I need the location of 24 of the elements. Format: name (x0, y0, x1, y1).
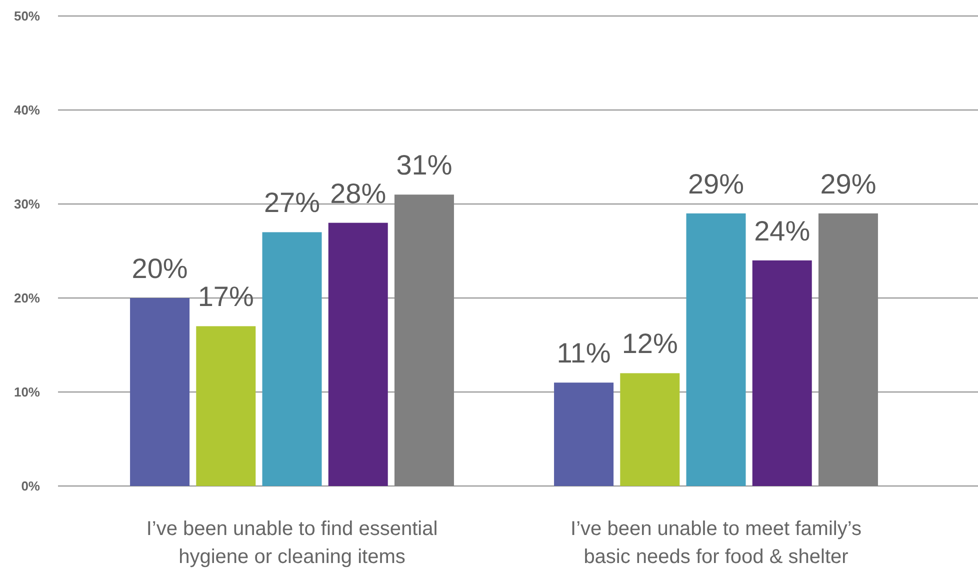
y-tick-label: 20% (14, 290, 40, 306)
x-tick-label: I’ve been unable to meet family’s basic needs for food & shelter (570, 518, 862, 568)
y-tick-label: 10% (14, 384, 40, 400)
data-label: 20% (132, 253, 188, 284)
data-label: 31% (396, 150, 452, 181)
data-label: 11% (556, 338, 611, 369)
bar (262, 232, 322, 486)
x-tick-label: I’ve been unable to find essential hygiene or cleaning items (146, 518, 438, 568)
bar (752, 260, 812, 486)
data-label: 24% (754, 215, 810, 246)
data-label: 28% (330, 178, 386, 209)
y-tick-label: 0% (21, 478, 40, 494)
bar (620, 373, 680, 486)
y-tick-label: 40% (14, 102, 40, 118)
data-label: 29% (688, 168, 744, 200)
data-label: 12% (622, 328, 678, 360)
y-tick-label: 50% (14, 8, 40, 24)
bar (554, 382, 614, 486)
data-label: 29% (820, 168, 876, 200)
bar (196, 326, 256, 486)
bar (328, 222, 388, 486)
bar (686, 213, 746, 486)
bar (130, 298, 190, 486)
y-tick-label: 30% (14, 196, 40, 212)
